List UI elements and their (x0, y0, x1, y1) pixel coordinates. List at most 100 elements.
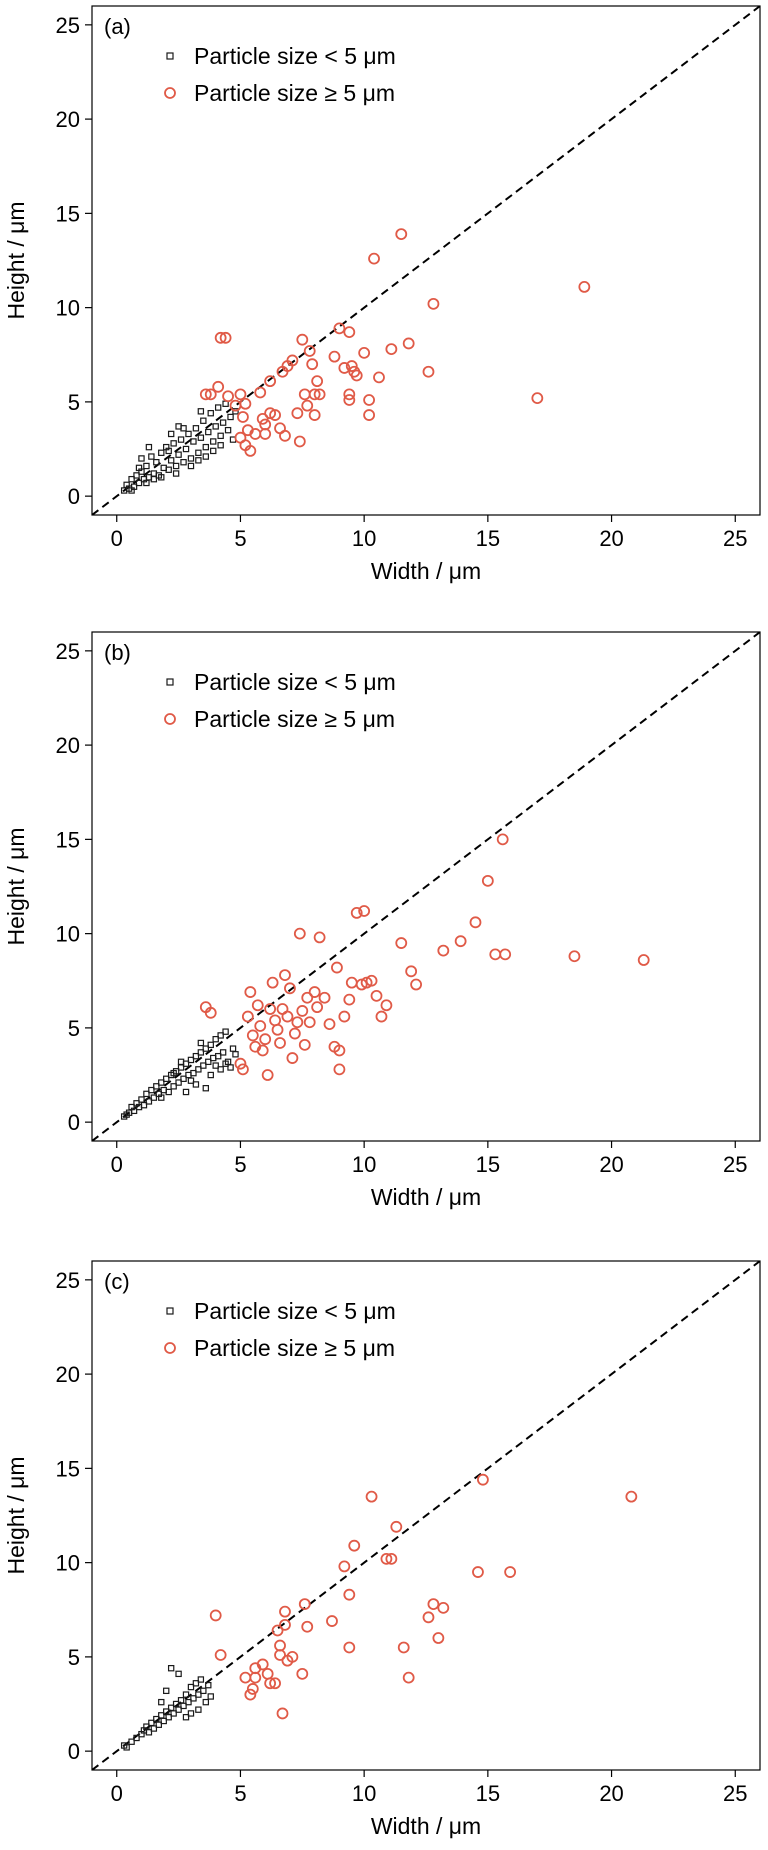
data-point-circle (214, 331, 227, 344)
data-point-square (205, 428, 212, 436)
data-point-square (163, 1075, 170, 1082)
data-point-circle (303, 1016, 316, 1029)
data-point-circle (469, 916, 482, 929)
series-small (120, 1028, 239, 1120)
data-point-circle (249, 1671, 262, 1684)
data-point-circle (286, 1650, 299, 1663)
data-point-circle (298, 1598, 311, 1611)
data-point-circle (402, 337, 415, 350)
y-tick-label: 10 (56, 296, 80, 321)
data-point-square (160, 1717, 167, 1725)
data-point-circle (291, 1016, 304, 1029)
data-point-square (128, 1738, 135, 1745)
data-point-square (205, 1058, 212, 1066)
data-point-square (167, 457, 175, 464)
data-point-circle (338, 1560, 351, 1573)
data-point-square (195, 449, 202, 456)
data-point-circle (269, 1677, 281, 1690)
data-point-circle (358, 346, 371, 359)
y-tick-label: 15 (56, 1456, 80, 1481)
data-point-circle (405, 965, 418, 978)
data-point-circle (437, 1601, 450, 1614)
data-point-square (165, 1088, 172, 1096)
data-point-circle (266, 976, 279, 989)
data-point-square (200, 417, 207, 424)
data-point-square (175, 1079, 182, 1086)
data-point-square (202, 443, 210, 451)
x-axis-title: Width / μm (371, 1184, 481, 1210)
data-point-circle (348, 1539, 361, 1552)
data-point-square (153, 459, 160, 466)
data-point-square (175, 423, 182, 430)
data-point-circle (199, 388, 212, 401)
data-point-circle (499, 948, 512, 961)
data-point-circle (298, 388, 311, 401)
reference-line (92, 632, 760, 1141)
data-point-square (224, 426, 232, 434)
data-point-circle (286, 354, 299, 367)
data-point-square (192, 1680, 200, 1687)
data-point-square (227, 1064, 234, 1071)
data-point-circle (286, 1052, 299, 1064)
y-tick-label: 5 (68, 390, 80, 415)
data-point-circle (410, 978, 423, 991)
data-point-circle (625, 1490, 638, 1503)
data-point-square (185, 430, 192, 438)
data-point-square (229, 1045, 237, 1052)
y-tick-label: 0 (68, 484, 80, 509)
legend-marker-circle (164, 87, 176, 99)
data-point-square (197, 1676, 205, 1683)
data-point-square (195, 457, 202, 464)
series-large (199, 228, 591, 457)
data-point-square (205, 1681, 212, 1689)
data-point-square (219, 1049, 227, 1056)
data-point-circle (343, 388, 356, 401)
data-point-square (182, 1714, 190, 1721)
data-point-square (153, 1083, 160, 1090)
data-point-circle (303, 345, 316, 357)
data-point-square (202, 1698, 210, 1706)
x-tick-label: 10 (352, 1152, 376, 1177)
y-tick-label: 10 (56, 1551, 80, 1576)
data-point-circle (254, 386, 267, 399)
data-point-square (143, 462, 150, 470)
x-tick-label: 5 (234, 1781, 246, 1806)
data-point-square (148, 453, 155, 460)
data-point-circle (380, 999, 393, 1012)
data-point-circle (244, 445, 257, 457)
data-point-circle (219, 331, 232, 344)
data-point-circle (256, 1658, 269, 1671)
data-point-circle (365, 1490, 378, 1503)
data-point-circle (343, 394, 356, 406)
data-point-circle (358, 905, 371, 917)
data-point-square (135, 464, 143, 472)
y-tick-label: 0 (68, 1110, 80, 1135)
data-point-square (217, 442, 224, 449)
data-point-circle (301, 991, 314, 1004)
data-point-circle (281, 1010, 294, 1023)
data-point-square (217, 1066, 224, 1073)
data-point-circle (311, 1001, 324, 1014)
data-point-square (217, 432, 224, 440)
data-point-circle (343, 326, 356, 339)
data-point-circle (380, 1552, 393, 1565)
data-point-square (130, 1107, 138, 1115)
data-point-square (143, 479, 150, 487)
data-point-circle (338, 362, 351, 374)
data-point-square (197, 1049, 205, 1056)
data-point-square (163, 1687, 170, 1695)
data-point-circle (212, 380, 225, 393)
data-point-square (187, 1683, 195, 1691)
data-point-square (207, 1071, 214, 1079)
data-point-square (167, 430, 175, 438)
data-point-square (187, 1077, 195, 1084)
x-tick-label: 25 (723, 1152, 747, 1177)
data-point-square (200, 1687, 207, 1695)
data-point-square (214, 1052, 222, 1060)
data-point-circle (637, 954, 650, 966)
data-point-circle (373, 371, 385, 384)
y-tick-label: 5 (68, 1016, 80, 1041)
y-axis-title: Height / μm (3, 1456, 29, 1574)
data-point-square (180, 1075, 187, 1082)
data-point-circle (531, 392, 544, 405)
